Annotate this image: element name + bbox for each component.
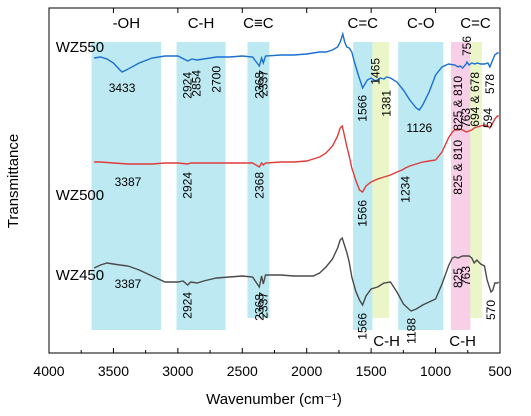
peak-label: 825 & 810 [451,140,465,195]
x-tick-label: 1500 [356,363,387,379]
peak-label: 2700 [210,66,224,93]
peak-label: 756 [460,36,474,56]
band-rect-3 [353,42,373,330]
peak-label: 2368 [252,294,266,321]
peak-label: 1566 [356,95,370,122]
band-label-extra: C=C [460,15,491,32]
peak-label: 578 [483,74,497,94]
band-label: C≡C [243,15,274,32]
x-tick-label: 4000 [33,363,64,379]
series-line-wz550 [93,31,499,111]
band-label: C-H [188,15,215,32]
x-tick-label: 3500 [98,363,129,379]
x-tick-label: 1000 [420,363,451,379]
series-line-wz450 [93,236,500,312]
band-rect-4 [372,42,390,318]
band-label: C-O [407,15,435,32]
series-name-label: WZ550 [56,39,104,56]
x-tick-label: 2500 [227,363,258,379]
peak-label: 2854 [190,70,204,97]
series-layer [93,31,500,312]
bottom-annotation: C-H [449,333,476,350]
series-line-wz500 [94,115,499,193]
peak-label: 2337 [256,292,270,319]
peak-label: 2337 [256,70,270,97]
peak-label: 1188 [404,318,418,344]
band-header-layer: -OH C-H C≡C C=C C-O C=C [113,15,491,32]
band-layer [91,42,482,330]
x-tick-label: 3000 [162,363,193,379]
band-rect-5 [398,42,444,330]
peak-label: 570 [484,300,498,320]
band-rect-7 [470,42,482,318]
series-name-label: WZ450 [56,267,104,284]
peak-label: 2368 [252,72,266,99]
peak-label: 1126 [406,121,432,135]
peak-label: 1465 [369,58,383,85]
peak-label: 694 & 678 [468,72,482,127]
peak-label: 1234 [398,176,412,203]
peak-label: 594 [481,108,495,128]
band-rect-2 [247,42,270,318]
x-tick-label: 500 [488,363,512,379]
peak-label: 825 [451,268,465,288]
peak-label: 825 & 810 [451,76,465,131]
peak-label: 763 [459,266,473,286]
peak-label: 3433 [109,81,136,95]
band-label: -OH [113,15,141,32]
band-label: C=C [348,15,379,32]
x-tick-label: 2000 [291,363,322,379]
peak-label: 2924 [181,172,195,199]
peak-label: 3387 [115,277,142,291]
peak-label: 763 [459,108,473,128]
peak-label: 1381 [380,90,394,117]
peak-label: 2924 [181,72,195,99]
x-axis-label: Wavenumber (cm⁻¹) [206,391,342,408]
peak-label: 2924 [181,292,195,319]
series-label-layer: WZ550 WZ500 WZ450 [56,39,104,284]
peak-label: 1566 [356,313,370,340]
band-rect-0 [91,42,162,330]
peak-label: 1566 [356,200,370,227]
series-name-label: WZ500 [56,187,104,204]
y-axis-label: Transmittance [5,134,22,228]
peak-label: 3387 [115,175,142,189]
x-tick-layer: 4000 3500 3000 2500 2000 1500 1000 500 [33,8,512,379]
peak-label: 2368 [252,172,266,199]
bottom-annotation: C-H [373,333,400,350]
bottom-annotation-layer: C-H C-H [373,333,476,350]
